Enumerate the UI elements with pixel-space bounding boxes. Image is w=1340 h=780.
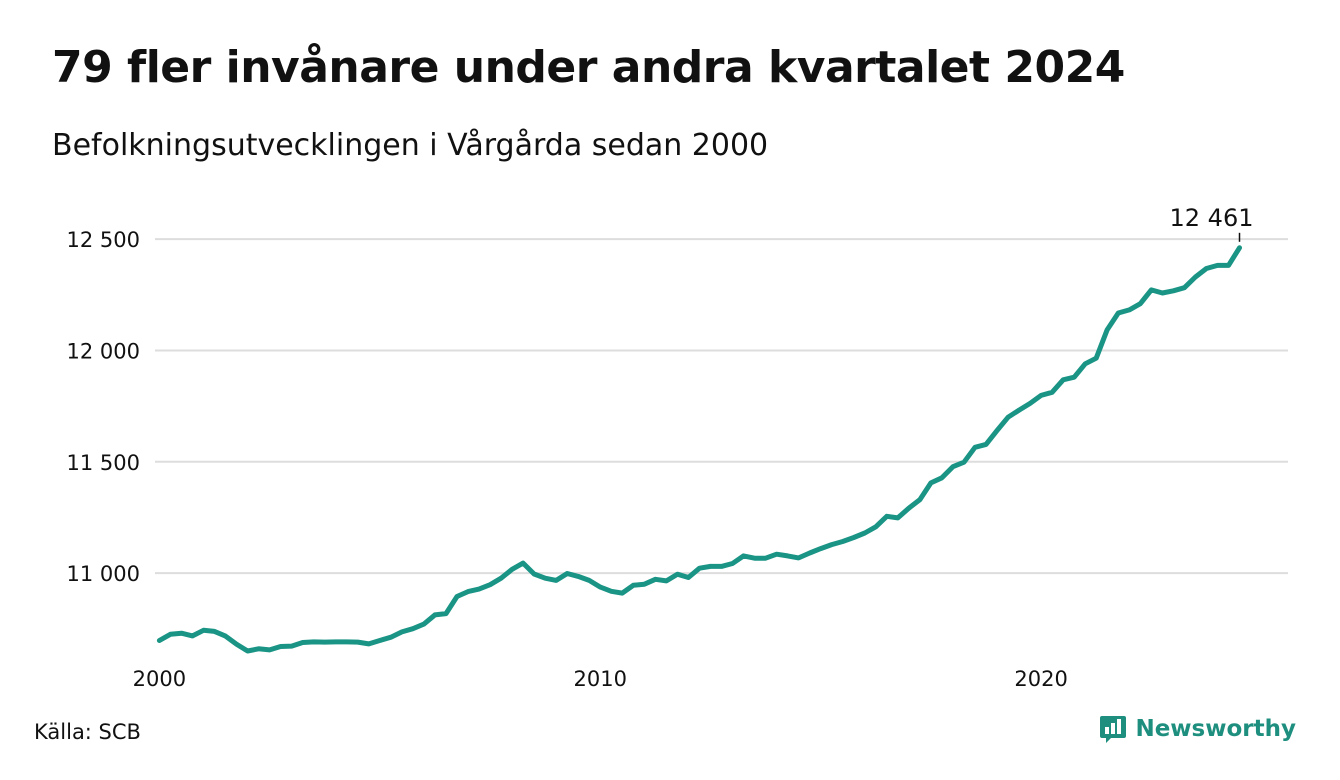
- end-value-label: 12 461: [1170, 204, 1254, 232]
- source-note: Källa: SCB: [34, 720, 141, 744]
- series-line: [156, 245, 1242, 654]
- x-tick-label: 2000: [133, 667, 186, 691]
- series-layer: [156, 245, 1242, 654]
- brand-logo[interactable]: Newsworthy: [1099, 714, 1296, 744]
- brand-name: Newsworthy: [1135, 716, 1296, 742]
- y-axis-ticks: 11 000 11 500 12 000 12 500: [67, 228, 140, 586]
- chart-subtitle: Befolkningsutvecklingen i Vårgårda sedan…: [52, 128, 769, 163]
- gridlines: [155, 238, 1288, 575]
- newsworthy-logo-icon: [1100, 716, 1127, 743]
- y-tick-label: 12 000: [67, 339, 140, 363]
- chart-title: 79 fler invånare under andra kvartalet 2…: [52, 42, 1125, 93]
- x-tick-label: 2020: [1014, 667, 1067, 691]
- x-axis-ticks: 2000 2010 2020: [133, 667, 1068, 691]
- y-tick-label: 11 500: [67, 451, 140, 475]
- y-tick-label: 12 500: [67, 228, 140, 252]
- annotations: 12 461: [1170, 204, 1254, 242]
- y-tick-label: 11 000: [67, 562, 140, 586]
- x-tick-label: 2010: [574, 667, 627, 691]
